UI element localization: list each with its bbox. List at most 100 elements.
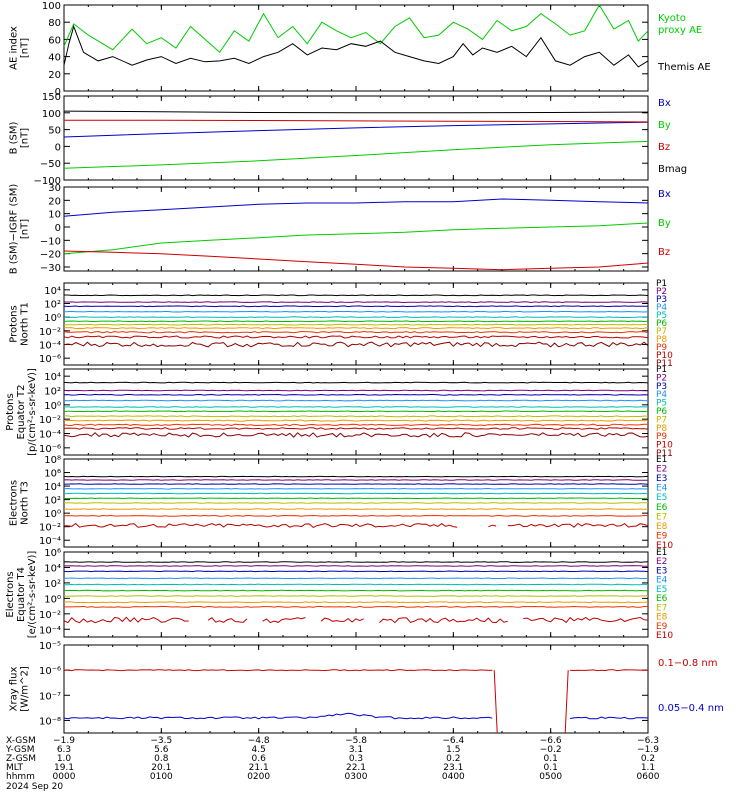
y-tick-label: 10²: [44, 496, 61, 507]
legend-label: E6: [656, 503, 668, 513]
y-tick-label: 10⁻⁸: [39, 716, 61, 727]
series-line-By: [63, 222, 649, 255]
panel-electrons-t4: 10⁻⁴ 10⁻² 10⁰ 10² 10⁴ 10⁶ Electrons Equator T4[…: [5, 548, 673, 641]
series-line-E8: [63, 601, 649, 604]
legend-label: Bx: [658, 189, 671, 200]
y-tick-label: 10⁴: [44, 563, 61, 574]
legend-label: P10: [656, 351, 673, 361]
series-line-Themis AE: [63, 24, 649, 68]
y-tick-label: 30: [48, 183, 61, 194]
series-line-P9: [63, 423, 649, 427]
legend-label: P5: [656, 311, 667, 321]
panel-protons-t1: 10⁻⁶ 10⁻⁴ 10⁻² 10⁰ 10² 10⁴ Protons North T1 P1P2…: [9, 279, 674, 369]
legend-label: P3: [656, 382, 667, 392]
legend-label: E7: [656, 603, 667, 613]
legend-label: E5: [656, 585, 667, 595]
series-line-P7: [63, 323, 648, 326]
series-line-E2: [63, 479, 648, 481]
y-tick-label: −20: [40, 250, 61, 261]
y-tick-label: 10⁻⁴: [39, 625, 61, 636]
legend-label: P8: [656, 424, 667, 434]
x-table-value: 0.1: [544, 763, 558, 773]
y-tick-label: 10⁸: [44, 455, 61, 466]
series-line-Bx: [63, 198, 649, 217]
panel-electrons-t3: 10⁻⁴ 10⁻² 10⁰ 10² 10⁴ 10⁶ 10⁸ Electrons North T3…: [9, 455, 674, 551]
series-line-E3: [63, 570, 649, 573]
series-line-E2: [64, 565, 648, 567]
series-line-0.05−0.4 nm: [570, 716, 649, 720]
series-line-E9: [63, 514, 649, 517]
x-table-value: −0.2: [540, 745, 562, 755]
legend-label: P4: [656, 303, 667, 313]
series-line-P8: [63, 419, 649, 422]
series-line-P2: [63, 301, 649, 304]
x-table-value: 0.2: [446, 754, 460, 764]
y-tick-label: 10⁰: [44, 509, 61, 520]
panel-bsm: −100 −50 0 50 100 150 B (SM) [nT] Bx By Bz Bmag: [9, 92, 688, 187]
legend-label: P7: [656, 415, 667, 425]
series-line-0.1−0.8 nm: [570, 669, 649, 672]
plot-frame: [63, 4, 649, 92]
x-table-value: 1.1: [641, 763, 655, 773]
y-tick-label: 40: [48, 53, 61, 64]
x-table-value: 0300: [345, 772, 368, 782]
y-tick-label: 10⁻²: [39, 415, 61, 426]
x-table-row-label: Y-GSM: [5, 745, 34, 755]
legend-label: P10: [656, 441, 673, 451]
series-line-P4: [63, 310, 649, 313]
x-table-value: 19.1: [54, 763, 74, 773]
y-tick-label: 10⁰: [44, 594, 61, 605]
series-line-E10: [207, 617, 248, 623]
x-table-value: 6.3: [57, 745, 71, 755]
series-line-E4: [63, 577, 649, 580]
y-axis-title: Protons: [5, 393, 16, 430]
legend-label: Bz: [658, 247, 670, 258]
series-line-0.05−0.4 nm: [63, 712, 493, 720]
x-table-value: 1.0: [57, 754, 72, 764]
legend-label: P6: [656, 319, 667, 329]
x-table-value: 0.8: [154, 754, 169, 764]
series-line-E10: [63, 522, 458, 528]
series-line-P4: [63, 399, 649, 402]
series-line-P1: [64, 294, 649, 297]
x-axis-date: 2024 Sep 20: [6, 782, 63, 792]
y-tick-label: 0: [55, 87, 61, 98]
legend-label: P11: [656, 359, 673, 369]
legend-label: Bmag: [658, 164, 687, 175]
legend-label: By: [658, 218, 671, 229]
y-tick-label: 10⁻²: [39, 523, 61, 534]
legend-label: P1: [656, 365, 667, 375]
series-line-E9: [64, 605, 649, 608]
legend-label: P4: [656, 390, 667, 400]
y-tick-label: 10⁻⁶: [39, 666, 61, 677]
panel-xray: 10⁻⁸ 10⁻⁷ 10⁻⁶ 10⁻⁵ Xray flux [W/m^2] 0.1−0.8 …: [9, 641, 724, 734]
x-table-row-label: hhmm: [6, 772, 35, 782]
legend-label: E9: [656, 531, 668, 541]
series-line-P2: [63, 389, 649, 392]
series-line-P10: [63, 335, 649, 339]
x-table-value: 4.5: [252, 745, 266, 755]
legend-label: E7: [656, 512, 667, 522]
y-tick-label: −50: [40, 159, 61, 170]
x-table-row-label: Z-GSM: [6, 754, 36, 764]
x-table-value: 23.1: [443, 763, 463, 773]
y-axis-title: [nT]: [20, 38, 31, 58]
series-line-E10: [63, 616, 189, 624]
x-table-value: −5.8: [345, 736, 367, 746]
legend-label: Themis AE: [657, 62, 711, 73]
legend-label: P5: [656, 399, 667, 409]
y-tick-label: 10⁰: [44, 401, 61, 412]
y-tick-label: 10⁻⁴: [39, 536, 61, 547]
y-axis-title: Equator T2: [16, 385, 27, 440]
series-line-E5: [63, 492, 649, 495]
series-line-E10: [320, 617, 365, 623]
series-line-Kyoto proxy AE: [63, 4, 649, 54]
series-line-P7: [64, 415, 649, 418]
series-line-P3: [63, 393, 649, 396]
y-tick-label: 10⁶: [44, 469, 61, 480]
series-line-E8: [63, 508, 649, 510]
series-line-E5: [64, 583, 649, 586]
x-table-row-label: X-GSM: [6, 736, 36, 746]
y-tick-label: 10: [48, 210, 61, 221]
